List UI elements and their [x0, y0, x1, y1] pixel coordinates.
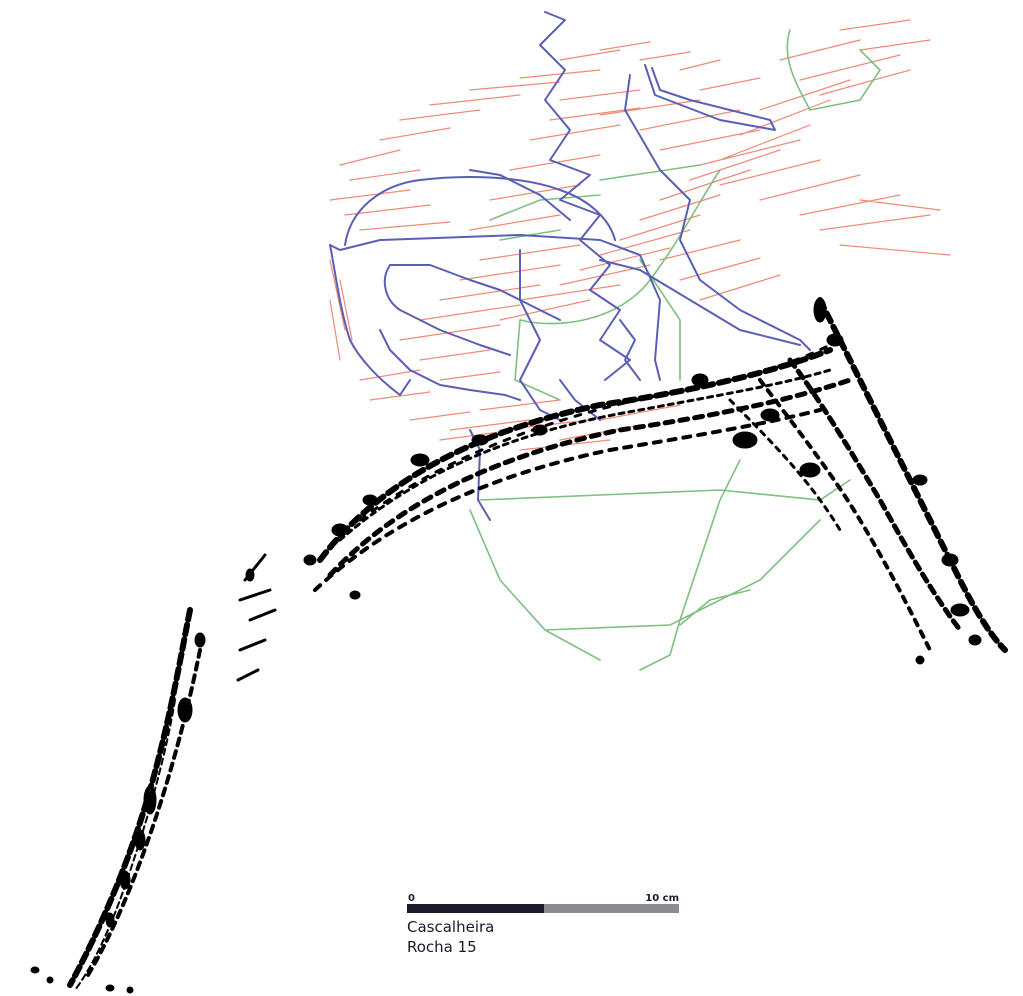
fine-incised-lines: [329, 19, 951, 451]
green-incised-lines: [469, 29, 882, 671]
scale-bar-dark-segment: [407, 904, 544, 913]
pecked-engraving: [30, 297, 1008, 994]
rock-number: Rocha 15: [407, 938, 477, 956]
scale-end-label: 10 cm: [645, 893, 679, 904]
scale-start-label: 0: [408, 893, 415, 904]
site-name: Cascalheira: [407, 918, 495, 936]
scale-bar: 0 10 cm: [407, 893, 679, 913]
caption: Cascalheira Rocha 15: [407, 917, 494, 957]
scale-bar-light-segment: [544, 904, 679, 913]
